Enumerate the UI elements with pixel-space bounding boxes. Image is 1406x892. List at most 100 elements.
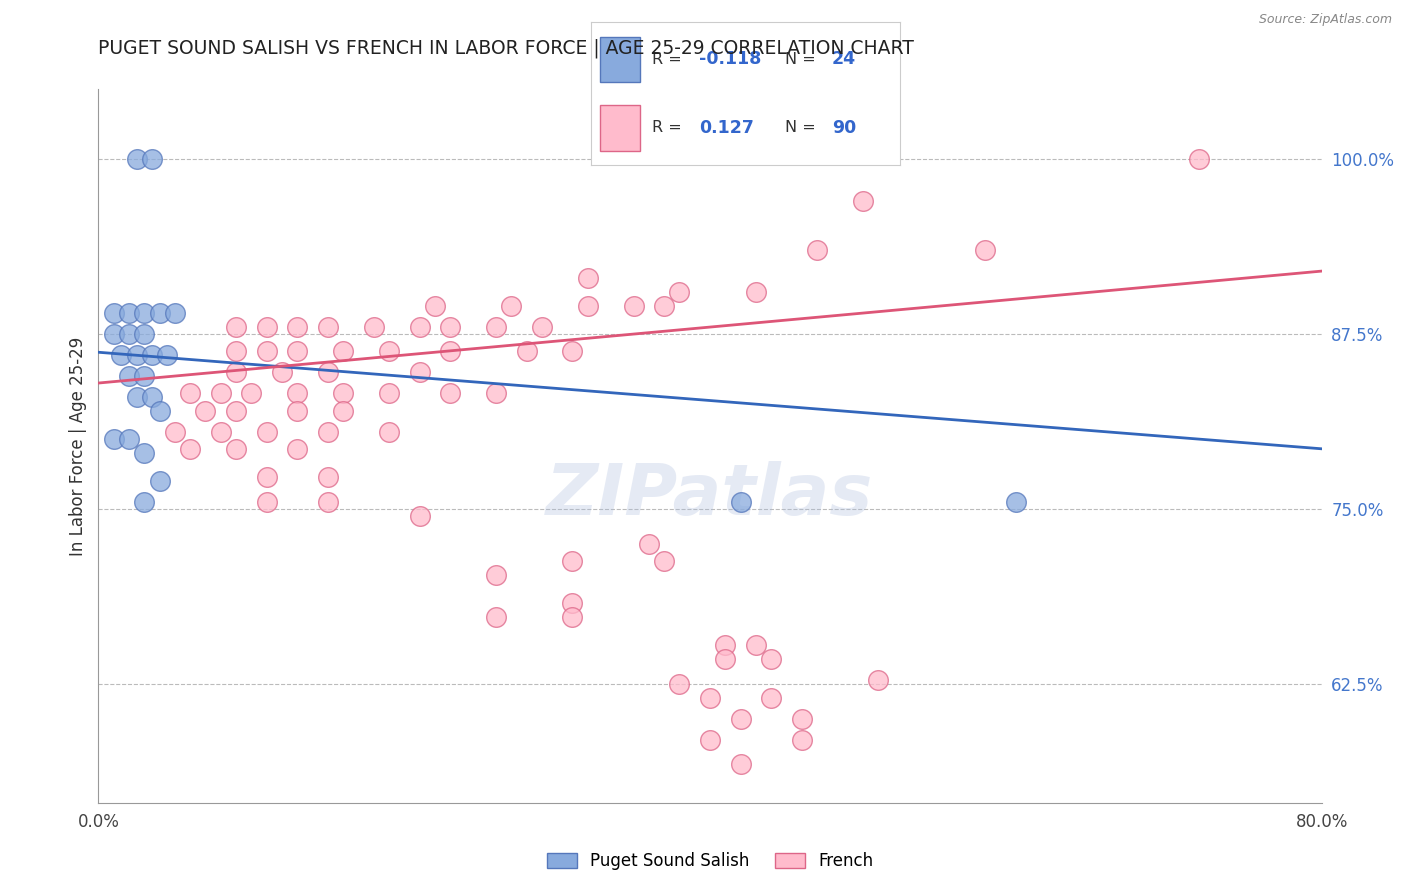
Text: ZIPatlas: ZIPatlas	[547, 461, 873, 531]
Point	[759, 651, 782, 665]
Point	[103, 306, 125, 320]
Point	[118, 306, 141, 320]
Point	[225, 365, 247, 379]
Point	[759, 690, 782, 705]
Point	[485, 385, 508, 400]
Y-axis label: In Labor Force | Age 25-29: In Labor Force | Age 25-29	[69, 336, 87, 556]
Point	[163, 425, 186, 439]
Point	[668, 677, 690, 691]
Point	[561, 609, 583, 624]
Text: R =: R =	[652, 120, 688, 136]
Point	[378, 343, 401, 358]
Point	[194, 404, 217, 418]
Text: -0.118: -0.118	[699, 51, 761, 69]
Point	[270, 365, 292, 379]
Point	[378, 425, 401, 439]
Point	[868, 673, 890, 687]
Point	[730, 712, 752, 726]
Text: N =: N =	[786, 120, 821, 136]
Point	[485, 609, 508, 624]
Point	[516, 343, 538, 358]
Point	[179, 442, 201, 456]
Point	[103, 327, 125, 342]
Point	[790, 732, 813, 747]
Point	[163, 306, 186, 320]
Point	[790, 712, 813, 726]
Point	[125, 390, 148, 404]
Point	[256, 320, 278, 334]
Point	[1004, 495, 1026, 509]
Point	[256, 343, 278, 358]
Point	[699, 690, 721, 705]
Point	[316, 320, 339, 334]
Point	[285, 404, 308, 418]
Point	[408, 508, 430, 523]
Point	[256, 470, 278, 484]
Point	[225, 404, 247, 418]
Point	[668, 285, 690, 299]
Point	[637, 537, 661, 551]
Point	[561, 554, 583, 568]
Point	[285, 320, 308, 334]
Point	[852, 194, 875, 208]
Point	[316, 365, 339, 379]
Point	[240, 385, 263, 400]
Point	[439, 343, 461, 358]
Text: R =: R =	[652, 52, 688, 67]
Point	[285, 343, 308, 358]
Text: PUGET SOUND SALISH VS FRENCH IN LABOR FORCE | AGE 25-29 CORRELATION CHART: PUGET SOUND SALISH VS FRENCH IN LABOR FO…	[98, 38, 914, 58]
Point	[316, 425, 339, 439]
Legend: Puget Sound Salish, French: Puget Sound Salish, French	[540, 846, 880, 877]
Point	[285, 442, 308, 456]
Point	[118, 432, 141, 446]
Point	[745, 638, 768, 652]
Point	[134, 369, 156, 384]
Point	[408, 365, 430, 379]
Point	[623, 299, 645, 313]
Point	[714, 638, 737, 652]
Point	[561, 343, 583, 358]
Point	[485, 567, 508, 582]
Point	[179, 385, 201, 400]
Point	[576, 299, 599, 313]
Point	[125, 152, 148, 166]
Point	[256, 495, 278, 509]
Point	[134, 446, 156, 460]
Point	[156, 348, 179, 362]
Point	[225, 320, 247, 334]
Point	[745, 285, 768, 299]
Point	[209, 425, 232, 439]
Text: 0.127: 0.127	[699, 119, 754, 136]
Point	[316, 495, 339, 509]
Point	[141, 348, 163, 362]
Point	[256, 425, 278, 439]
Point	[714, 651, 737, 665]
Point	[134, 495, 156, 509]
Point	[363, 320, 385, 334]
Point	[439, 385, 461, 400]
Point	[806, 243, 828, 257]
Point	[149, 474, 172, 488]
Point	[974, 243, 997, 257]
Text: N =: N =	[786, 52, 821, 67]
Point	[485, 320, 508, 334]
Point	[110, 348, 132, 362]
Point	[134, 327, 156, 342]
Point	[149, 404, 172, 418]
Point	[118, 369, 141, 384]
Text: Source: ZipAtlas.com: Source: ZipAtlas.com	[1258, 13, 1392, 27]
Point	[332, 385, 354, 400]
Point	[125, 348, 148, 362]
Point	[316, 470, 339, 484]
Point	[561, 596, 583, 610]
Point	[408, 320, 430, 334]
Point	[730, 495, 752, 509]
Bar	[600, 105, 640, 151]
Point	[141, 390, 163, 404]
Point	[149, 306, 172, 320]
Point	[576, 271, 599, 285]
Point	[699, 732, 721, 747]
Point	[141, 152, 163, 166]
Point	[332, 404, 354, 418]
Point	[209, 385, 232, 400]
